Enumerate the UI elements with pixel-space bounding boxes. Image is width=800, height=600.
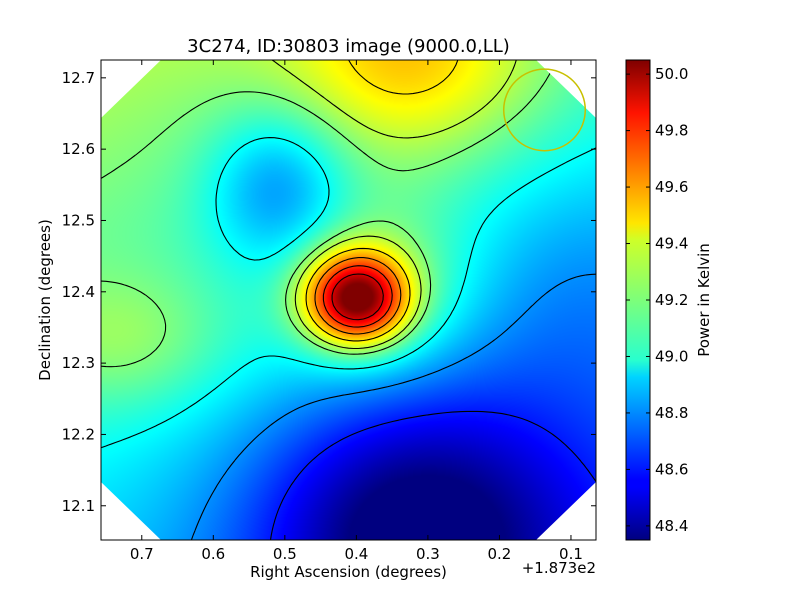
y-axis: 12.1 12.2 12.3 12.4 12.5 12.6 12.7 — [62, 69, 596, 515]
x-axis-offset: +1.873e2 — [522, 559, 596, 577]
x-tick-label: 0.1 — [559, 545, 583, 563]
x-tick-label: 0.3 — [416, 545, 440, 563]
y-tick-label: 12.5 — [62, 211, 95, 229]
colorbar-tick-label: 48.6 — [655, 460, 688, 478]
contour-line — [269, 410, 596, 540]
colorbar-tick-label: 49.6 — [655, 178, 688, 196]
y-tick-label: 12.1 — [62, 497, 95, 515]
colorbar-tick-label: 49.8 — [655, 122, 688, 140]
y-tick-label: 12.2 — [62, 425, 95, 443]
contour-line — [331, 273, 384, 321]
y-tick-label: 12.3 — [62, 354, 95, 372]
colorbar-tick-label: 49.4 — [655, 235, 688, 253]
colorbar-tick-label: 48.4 — [655, 517, 688, 535]
x-axis-label: Right Ascension (degrees) — [250, 563, 447, 581]
contour-line — [271, 60, 517, 350]
y-tick-label: 12.7 — [62, 69, 95, 87]
y-tick-label: 12.6 — [62, 140, 95, 158]
beam-circle — [502, 68, 587, 152]
colorbar-tick-label: 48.8 — [655, 404, 688, 422]
colorbar-tick-label: 50.0 — [655, 65, 688, 83]
heatmap — [101, 60, 596, 540]
contour-line — [190, 273, 596, 540]
colorbar-tick-label: 49.2 — [655, 291, 688, 309]
chart-title: 3C274, ID:30803 image (9000.0,LL) — [187, 36, 510, 57]
colorbar-label: Power in Kelvin — [695, 243, 713, 357]
y-axis-label: Declination (degrees) — [36, 219, 54, 381]
heatmap-image — [101, 60, 596, 540]
y-tick-label: 12.4 — [62, 283, 95, 301]
x-tick-label: 0.7 — [130, 545, 154, 563]
x-tick-label: 0.6 — [201, 545, 225, 563]
colorbar-tick-label: 49.0 — [655, 347, 688, 365]
x-tick-label: 0.5 — [273, 545, 297, 563]
contour-line — [314, 257, 402, 335]
contour-line — [305, 60, 459, 342]
contour-lines — [101, 60, 596, 540]
contour-line — [322, 265, 393, 328]
contour-line — [101, 60, 557, 368]
x-tick-label: 0.4 — [344, 545, 368, 563]
colorbar-ticks: 48.4 48.6 48.8 49.0 49.2 49.4 49.6 49.8 50.0 — [626, 65, 688, 535]
x-tick-label: 0.2 — [488, 545, 512, 563]
plot-frame — [100, 59, 597, 541]
x-axis: 0.7 0.6 0.5 0.4 0.3 0.2 0.1 — [130, 60, 583, 563]
contour-line — [101, 137, 596, 449]
